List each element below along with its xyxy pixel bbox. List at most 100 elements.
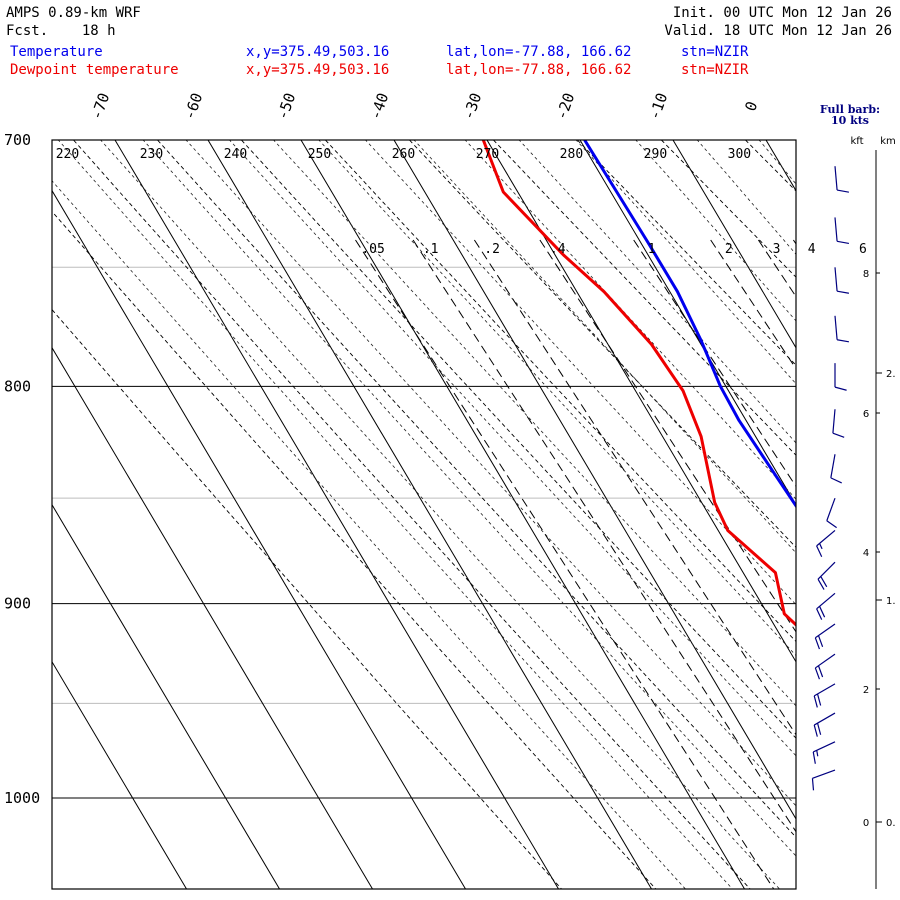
mixing-ratio-line bbox=[539, 239, 796, 633]
moist-adiabat bbox=[57, 140, 734, 889]
pressure-tick-label: 900 bbox=[4, 595, 31, 613]
wind-barb bbox=[826, 497, 837, 529]
plot-frame bbox=[51, 139, 797, 890]
moist-adiabats bbox=[52, 140, 796, 889]
mixing-ratio-line bbox=[473, 239, 796, 736]
wind-barb bbox=[834, 267, 850, 294]
wind-barb-staff bbox=[834, 217, 838, 242]
wind-barb-flag bbox=[836, 189, 850, 193]
wind-barb-staff bbox=[832, 409, 836, 434]
wind-barb-flag bbox=[813, 695, 818, 708]
isotherm bbox=[52, 189, 466, 889]
model-title: AMPS 0.89-km WRF bbox=[6, 5, 141, 21]
barb-legend-line2: 10 kts bbox=[830, 114, 870, 127]
mixing-ratio-label: 1 bbox=[648, 242, 656, 257]
kft-tick-label: 2 bbox=[863, 685, 869, 696]
kft-tick-label: 8 bbox=[863, 269, 869, 280]
isotherm bbox=[300, 140, 745, 889]
wind-barb-flag bbox=[836, 240, 850, 244]
wind-barb-flag bbox=[816, 693, 822, 706]
wind-barb-flag bbox=[814, 637, 821, 650]
height-axis: kft km 0 2 4 6 8 0. 1. 2. bbox=[850, 136, 896, 889]
wind-barb-flag bbox=[816, 545, 823, 558]
wind-barb-staff bbox=[814, 653, 836, 669]
wind-barb bbox=[813, 683, 836, 708]
moist-adiabat bbox=[364, 140, 796, 606]
init-time: Init. 00 UTC Mon 12 Jan 26 bbox=[672, 5, 892, 21]
wind-barb bbox=[834, 217, 850, 244]
temperature-tick-label: -20 bbox=[552, 90, 578, 122]
wind-barb-flag bbox=[817, 665, 824, 678]
isotherm bbox=[672, 140, 796, 349]
wind-barb bbox=[834, 315, 850, 343]
dry-adiabat-label: 300 bbox=[728, 147, 751, 162]
temperature-tick-label: -40 bbox=[366, 90, 392, 122]
moist-adiabat bbox=[100, 140, 781, 889]
temperature-tick-label: -50 bbox=[273, 90, 299, 122]
mixing-ratio-label: .2 bbox=[484, 242, 500, 257]
wind-barb-staff bbox=[812, 769, 836, 779]
barb-legend: Full barb: 10 kts bbox=[814, 104, 886, 126]
background-lines bbox=[52, 140, 796, 799]
kft-tick-label: 6 bbox=[863, 409, 869, 420]
wind-barb-staff bbox=[826, 497, 836, 521]
dry-adiabat bbox=[72, 140, 751, 889]
moist-adiabat bbox=[635, 140, 796, 322]
isotherm bbox=[207, 140, 652, 889]
temperature-tick-label: 0 bbox=[741, 99, 761, 114]
dry-adiabat bbox=[52, 308, 563, 889]
mixing-ratio-lines bbox=[355, 239, 796, 889]
km-tick-label: 1. bbox=[886, 596, 896, 607]
km-tick-label: 2. bbox=[886, 369, 896, 380]
isotherm bbox=[52, 346, 373, 889]
isotherm bbox=[765, 140, 796, 192]
wind-barb-flag bbox=[830, 477, 842, 484]
mixing-ratio-label: 3 bbox=[773, 242, 781, 257]
mixing-ratio-label: .05 bbox=[361, 242, 384, 257]
dewpoint-station: stn=NZIR bbox=[681, 62, 749, 78]
kft-axis-label: kft bbox=[850, 136, 863, 147]
wind-barb-staff bbox=[817, 561, 836, 580]
moist-adiabat bbox=[575, 140, 796, 385]
wind-barb bbox=[834, 166, 850, 193]
wind-barb-staff bbox=[834, 315, 838, 340]
dry-adiabat bbox=[52, 210, 657, 889]
temperature-latlon: lat,lon=-77.88, 166.62 bbox=[446, 44, 632, 60]
wind-barb bbox=[832, 409, 845, 438]
wind-barb-staff bbox=[834, 166, 838, 191]
wind-barb bbox=[814, 653, 836, 680]
forecast-hour: Fcst. 18 h bbox=[6, 23, 116, 39]
dry-adiabats bbox=[52, 140, 796, 889]
pressure-tick-label: 1000 bbox=[4, 789, 40, 807]
mixing-ratio-line bbox=[710, 239, 796, 370]
wind-barb-staff bbox=[830, 454, 836, 478]
pressure-tick-label: 800 bbox=[4, 377, 31, 395]
wind-barb bbox=[811, 769, 836, 791]
dewpoint-legend-label: Dewpoint temperature bbox=[10, 62, 179, 78]
wind-barb bbox=[814, 623, 836, 650]
dry-adiabat-label: 270 bbox=[476, 147, 499, 162]
dry-adiabat-label: 220 bbox=[56, 147, 79, 162]
dry-adiabat-label: 230 bbox=[140, 147, 163, 162]
wind-barb-flag bbox=[816, 722, 822, 735]
temperature-tick-label: -30 bbox=[459, 90, 485, 122]
wind-barb-flag bbox=[817, 578, 825, 590]
wind-barb bbox=[830, 454, 842, 484]
isotherm bbox=[393, 140, 796, 820]
wind-barb bbox=[817, 561, 836, 590]
mixing-ratio-label: 4 bbox=[808, 242, 816, 257]
moist-adiabat bbox=[185, 140, 796, 807]
temperature-legend-label: Temperature bbox=[10, 44, 103, 60]
isotherms bbox=[52, 140, 796, 889]
wind-barb-staff bbox=[813, 712, 836, 726]
dewpoint-latlon: lat,lon=-77.88, 166.62 bbox=[446, 62, 632, 78]
isotherm bbox=[579, 140, 796, 506]
km-tick-label: 0. bbox=[886, 818, 896, 829]
wind-barb-flag bbox=[811, 778, 815, 791]
wind-barb bbox=[812, 741, 836, 764]
dry-adiabat-label: 250 bbox=[308, 147, 331, 162]
dry-adiabat-label: 240 bbox=[224, 147, 247, 162]
temperature-station: stn=NZIR bbox=[681, 44, 749, 60]
mixing-ratio-label: 2 bbox=[725, 242, 733, 257]
